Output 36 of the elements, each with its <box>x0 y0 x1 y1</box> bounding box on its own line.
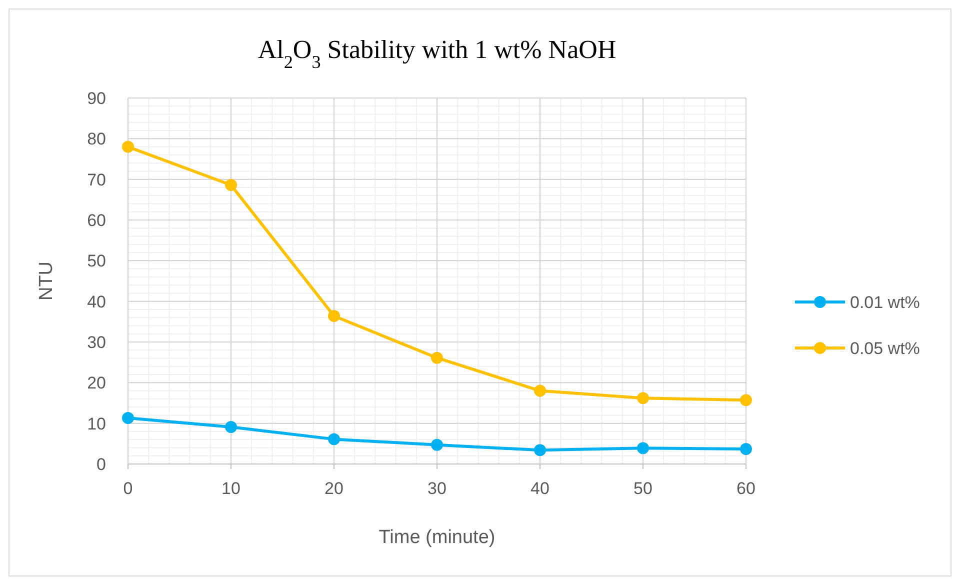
point <box>740 442 752 455</box>
legend-label: 0.05 wt% <box>850 339 920 358</box>
x-tick-label: 20 <box>324 479 344 498</box>
point <box>637 442 649 454</box>
point <box>740 394 752 406</box>
chart-title: Al$_{2}$O$_{3}$ Stability with 1 wt% NaOH <box>258 35 616 72</box>
point <box>122 412 134 424</box>
y-tick-label: 20 <box>87 374 106 393</box>
point <box>534 444 546 456</box>
point <box>225 179 237 192</box>
point <box>534 384 546 397</box>
y-tick-label: 60 <box>87 211 106 230</box>
point <box>431 352 443 364</box>
point <box>122 140 134 153</box>
y-tick-label: 40 <box>87 292 106 312</box>
y-tick-label: 0 <box>96 455 106 474</box>
x-tick-label: 10 <box>222 479 240 498</box>
point <box>225 420 237 433</box>
y-tick-label: 30 <box>87 333 106 352</box>
y-tick-label: 50 <box>87 252 106 271</box>
point <box>328 310 340 322</box>
y-tick-label: 70 <box>87 170 106 190</box>
y-tick-label: 80 <box>87 130 106 149</box>
x-tick-label: 0 <box>123 479 133 498</box>
x-tick-label: 30 <box>428 479 446 498</box>
y-tick-label: 10 <box>87 414 106 434</box>
x-tick-label: 40 <box>530 479 550 498</box>
y-axis-title: NTU <box>36 261 57 301</box>
legend-label: 0.01 wt% <box>850 293 920 312</box>
x-tick-label: 50 <box>634 479 652 498</box>
x-axis-title: Time (minute) <box>378 527 496 548</box>
x-tick-label: 60 <box>736 479 756 498</box>
y-tick-label: 90 <box>87 89 106 108</box>
point <box>637 392 649 404</box>
point <box>328 433 340 446</box>
point <box>431 438 443 451</box>
